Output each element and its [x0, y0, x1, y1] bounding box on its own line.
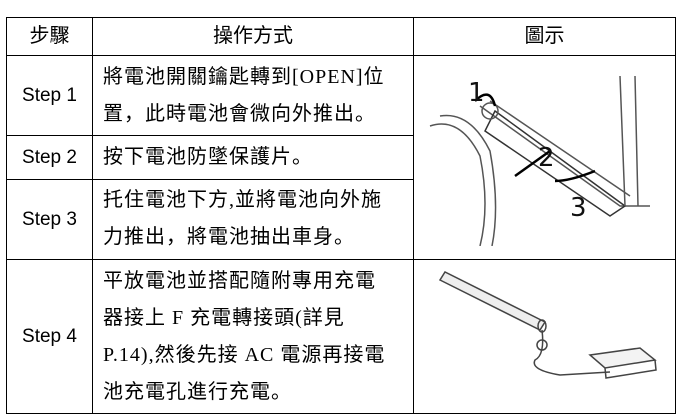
desc-line: 器接上 F 充電轉接頭(詳見	[103, 306, 345, 329]
desc-cell: 托住電池下方,並將電池向外施 力推出，將電池抽出車身。	[92, 178, 414, 261]
step-number: 1	[468, 78, 485, 108]
desc-line: 力推出，將電池抽出車身。	[103, 226, 355, 249]
header-cell: 操作方式	[92, 17, 414, 56]
desc-line: 池充電孔進行充電。	[103, 380, 292, 403]
desc-cell: 將電池開關鑰匙轉到[OPEN]位 置，此時電池會微向外推出。	[92, 54, 414, 137]
desc-cell: 按下電池防墜保護片。	[92, 135, 414, 180]
step-cell: Step 1	[6, 54, 93, 137]
desc-line: P.14),然後先接 AC 電源再接電	[103, 343, 386, 366]
step-cell: Step 2	[6, 135, 93, 180]
desc-line: 按下電池防墜保護片。	[103, 145, 313, 168]
image-cell: 1 2 3	[413, 55, 676, 260]
image-cell	[413, 259, 676, 414]
step-number: 3	[570, 193, 587, 223]
header-cell: 步驟	[6, 17, 93, 56]
desc-line: 托住電池下方,並將電池向外施	[103, 189, 382, 212]
desc-line: 將電池開關鑰匙轉到[OPEN]位	[103, 65, 385, 88]
header-cell: 圖示	[413, 17, 676, 56]
charger-illustration	[438, 271, 657, 379]
desc-cell: 平放電池並搭配隨附專用充電 器接上 F 充電轉接頭(詳見 P.14),然後先接 AC…	[92, 259, 414, 414]
desc-line: 平放電池並搭配隨附專用充電	[103, 269, 376, 292]
desc-line: 置，此時電池會微向外推出。	[103, 102, 376, 125]
procedure-table: 步驟 操作方式 圖示 Step 1 將電池開關鑰匙轉到[OPEN]位 置，此時電池…	[6, 17, 676, 414]
battery-removal-illustration: 1 2 3	[429, 75, 650, 247]
step-cell: Step 4	[6, 259, 93, 414]
step-number: 2	[538, 143, 555, 173]
step-cell: Step 3	[6, 178, 93, 261]
